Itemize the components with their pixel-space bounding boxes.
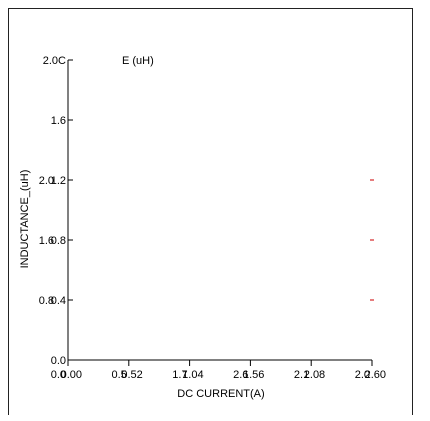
chart-annotation: E (uH) bbox=[122, 55, 154, 67]
y-axis-label: INDUCTANCE_(uH) bbox=[19, 170, 31, 269]
x-tick-label-overlap: 0.5 bbox=[112, 369, 127, 381]
y-tick-label: 0.8 bbox=[51, 235, 66, 247]
y-tick-label: 0.4 bbox=[51, 295, 66, 307]
x-tick-label: 1.56 bbox=[243, 369, 264, 381]
x-tick-label-overlap: 0.0 bbox=[51, 369, 66, 381]
y-tick-label-overlap: 2.0 bbox=[39, 175, 54, 187]
x-tick-label: 0.52 bbox=[121, 369, 142, 381]
x-tick-label: 1.04 bbox=[182, 369, 203, 381]
chart-frame: E (uH) DC CURRENT(A) INDUCTANCE_(uH) 0.0… bbox=[8, 8, 413, 415]
y-tick-label: 1.2 bbox=[51, 175, 66, 187]
x-tick-label-overlap: 2.0 bbox=[355, 369, 370, 381]
y-tick-label: 0.0 bbox=[51, 355, 66, 367]
x-tick-label: 2.60 bbox=[365, 369, 386, 381]
x-tick-label: 2.08 bbox=[304, 369, 325, 381]
y-tick-label-overlap: 1.6 bbox=[39, 235, 54, 247]
x-tick-label-overlap: 1.7 bbox=[172, 369, 187, 381]
y-tick-label-overlap: 0.8 bbox=[39, 295, 54, 307]
chart-plot: E (uH) DC CURRENT(A) INDUCTANCE_(uH) 0.0… bbox=[19, 55, 386, 400]
x-tick-label-overlap: 2.1 bbox=[294, 369, 309, 381]
x-tick-label: 0.00 bbox=[61, 369, 82, 381]
y-tick-label: 1.6 bbox=[51, 115, 66, 127]
x-tick-label-overlap: 2.6 bbox=[233, 369, 248, 381]
x-axis-label: DC CURRENT(A) bbox=[177, 388, 264, 400]
y-tick-label: 2.0C bbox=[43, 55, 66, 67]
